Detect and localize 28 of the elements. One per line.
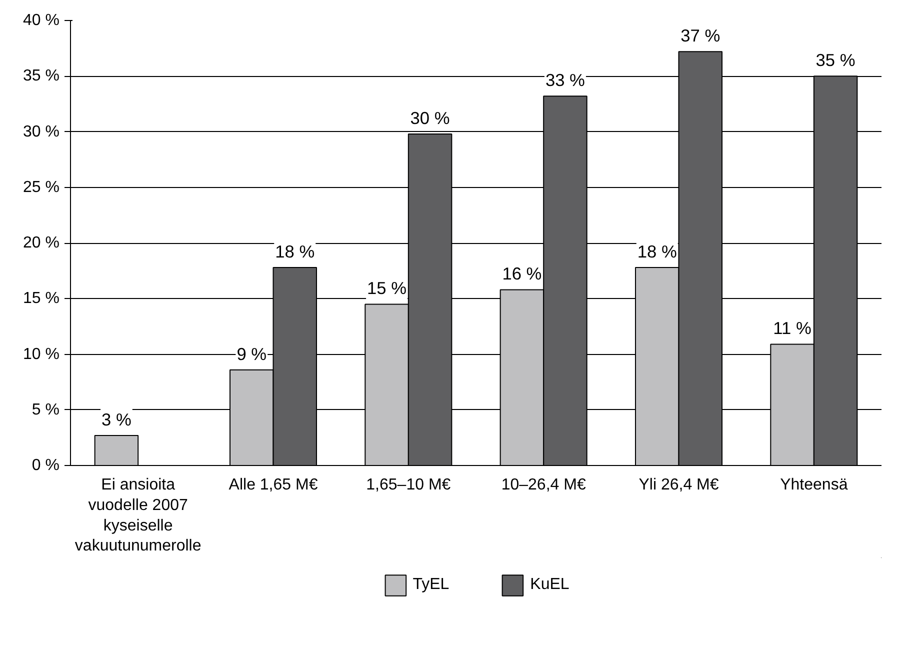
data-label: 3 %: [102, 409, 132, 430]
data-label: 11 %: [773, 318, 812, 338]
x-tick-label: Yli 26,4 M€: [638, 476, 719, 494]
y-tick-label: 35 %: [23, 68, 60, 85]
x-tick-label: 10–26,4 M€: [501, 476, 586, 494]
y-tick-label: 25 %: [23, 178, 60, 196]
data-label: 15 %: [367, 278, 407, 298]
y-tick-label: 0 %: [32, 457, 60, 474]
y-tick-label: 40 %: [23, 12, 60, 29]
x-tick-label: Ei ansioita vuodelle 2007 kyseiselle vakuutunumerolle: [74, 476, 202, 555]
y-tick-label: 5 %: [32, 401, 60, 418]
data-label: 33 %: [545, 70, 585, 90]
y-tick-label: 15 %: [23, 290, 60, 308]
y-tick-label: 30 %: [23, 123, 60, 140]
data-label: 16 %: [502, 264, 542, 284]
data-label: 18 %: [275, 241, 315, 262]
data-label: 18 %: [637, 241, 677, 262]
y-tick-label: 20 %: [23, 234, 60, 252]
data-label: 35 %: [816, 50, 856, 70]
legend-label: KuEL: [530, 576, 570, 594]
x-tick-label: Yhteensä: [780, 476, 848, 494]
legend-label: TyEL: [412, 576, 450, 594]
y-tick-label: 10 %: [23, 346, 60, 363]
data-label: 9 %: [236, 344, 267, 364]
x-tick-label: 1,65–10 M€: [366, 476, 451, 494]
x-tick-label: Alle 1,65 M€: [228, 476, 318, 494]
data-label: 30 %: [410, 108, 450, 128]
data-label: 37 %: [680, 26, 720, 46]
